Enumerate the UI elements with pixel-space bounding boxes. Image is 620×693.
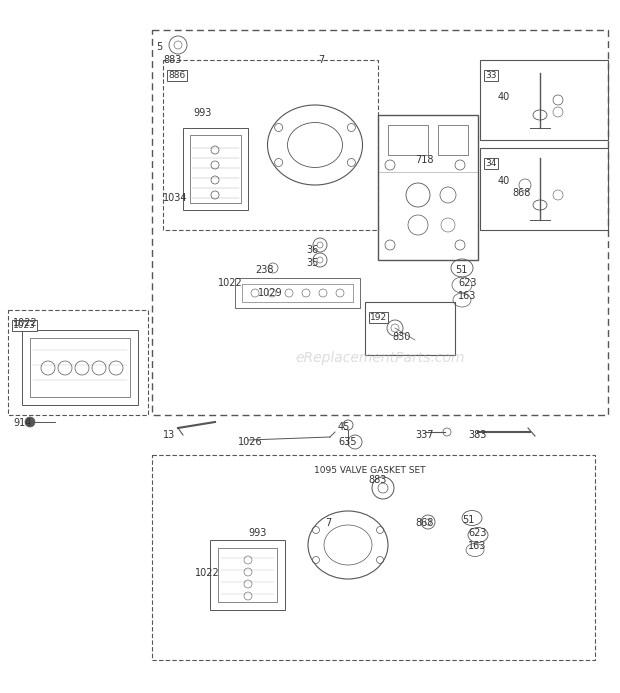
- Text: 623: 623: [468, 528, 487, 538]
- Text: 883: 883: [368, 475, 386, 485]
- Bar: [152, 455, 595, 660]
- Text: 36: 36: [306, 245, 318, 255]
- Bar: [378, 115, 478, 260]
- Text: 13: 13: [163, 430, 175, 440]
- Text: 163: 163: [468, 541, 486, 551]
- Bar: [242, 284, 353, 302]
- Text: 718: 718: [415, 155, 433, 165]
- Text: 163: 163: [458, 291, 476, 301]
- Text: 868: 868: [512, 188, 530, 198]
- Text: 33: 33: [485, 71, 497, 80]
- Bar: [480, 148, 608, 230]
- Bar: [388, 125, 428, 155]
- Text: 1026: 1026: [238, 437, 263, 447]
- Text: 883: 883: [163, 55, 182, 65]
- Text: 7: 7: [318, 55, 324, 65]
- Text: 1023: 1023: [13, 321, 36, 330]
- Text: 830: 830: [392, 332, 410, 342]
- Text: 51: 51: [462, 515, 474, 525]
- Text: 1022: 1022: [218, 278, 243, 288]
- Text: 623: 623: [458, 278, 477, 288]
- Text: 5: 5: [156, 42, 162, 52]
- Text: 1029: 1029: [258, 288, 283, 298]
- Bar: [163, 60, 378, 230]
- Bar: [190, 135, 241, 203]
- Text: 40: 40: [498, 92, 510, 102]
- Text: 914: 914: [13, 418, 32, 428]
- Text: 7: 7: [325, 518, 331, 528]
- Text: 192: 192: [370, 313, 387, 322]
- Bar: [210, 540, 285, 610]
- Text: 868: 868: [415, 518, 433, 528]
- Text: 337: 337: [415, 430, 433, 440]
- Bar: [183, 128, 248, 210]
- Text: 635: 635: [338, 437, 356, 447]
- Text: 1095 VALVE GASKET SET: 1095 VALVE GASKET SET: [314, 466, 426, 475]
- Text: 34: 34: [485, 159, 497, 168]
- Bar: [480, 60, 608, 140]
- Bar: [438, 125, 468, 155]
- Text: 993: 993: [193, 108, 211, 118]
- Text: 238: 238: [255, 265, 273, 275]
- Bar: [152, 30, 608, 415]
- Text: 886: 886: [168, 71, 185, 80]
- Text: 45: 45: [338, 422, 350, 432]
- Circle shape: [25, 417, 35, 427]
- Bar: [365, 302, 455, 355]
- Text: 40: 40: [498, 176, 510, 186]
- Text: 1022: 1022: [13, 318, 38, 328]
- Bar: [30, 338, 130, 397]
- Text: 1034: 1034: [163, 193, 187, 203]
- Text: 51: 51: [455, 265, 467, 275]
- Text: eReplacementParts.com: eReplacementParts.com: [295, 351, 465, 365]
- Text: 993: 993: [248, 528, 267, 538]
- Text: 35: 35: [306, 258, 319, 268]
- Text: 1022: 1022: [195, 568, 219, 578]
- Text: 383: 383: [468, 430, 486, 440]
- Bar: [8, 310, 148, 415]
- Bar: [218, 548, 277, 602]
- Bar: [22, 330, 138, 405]
- Bar: [235, 278, 360, 308]
